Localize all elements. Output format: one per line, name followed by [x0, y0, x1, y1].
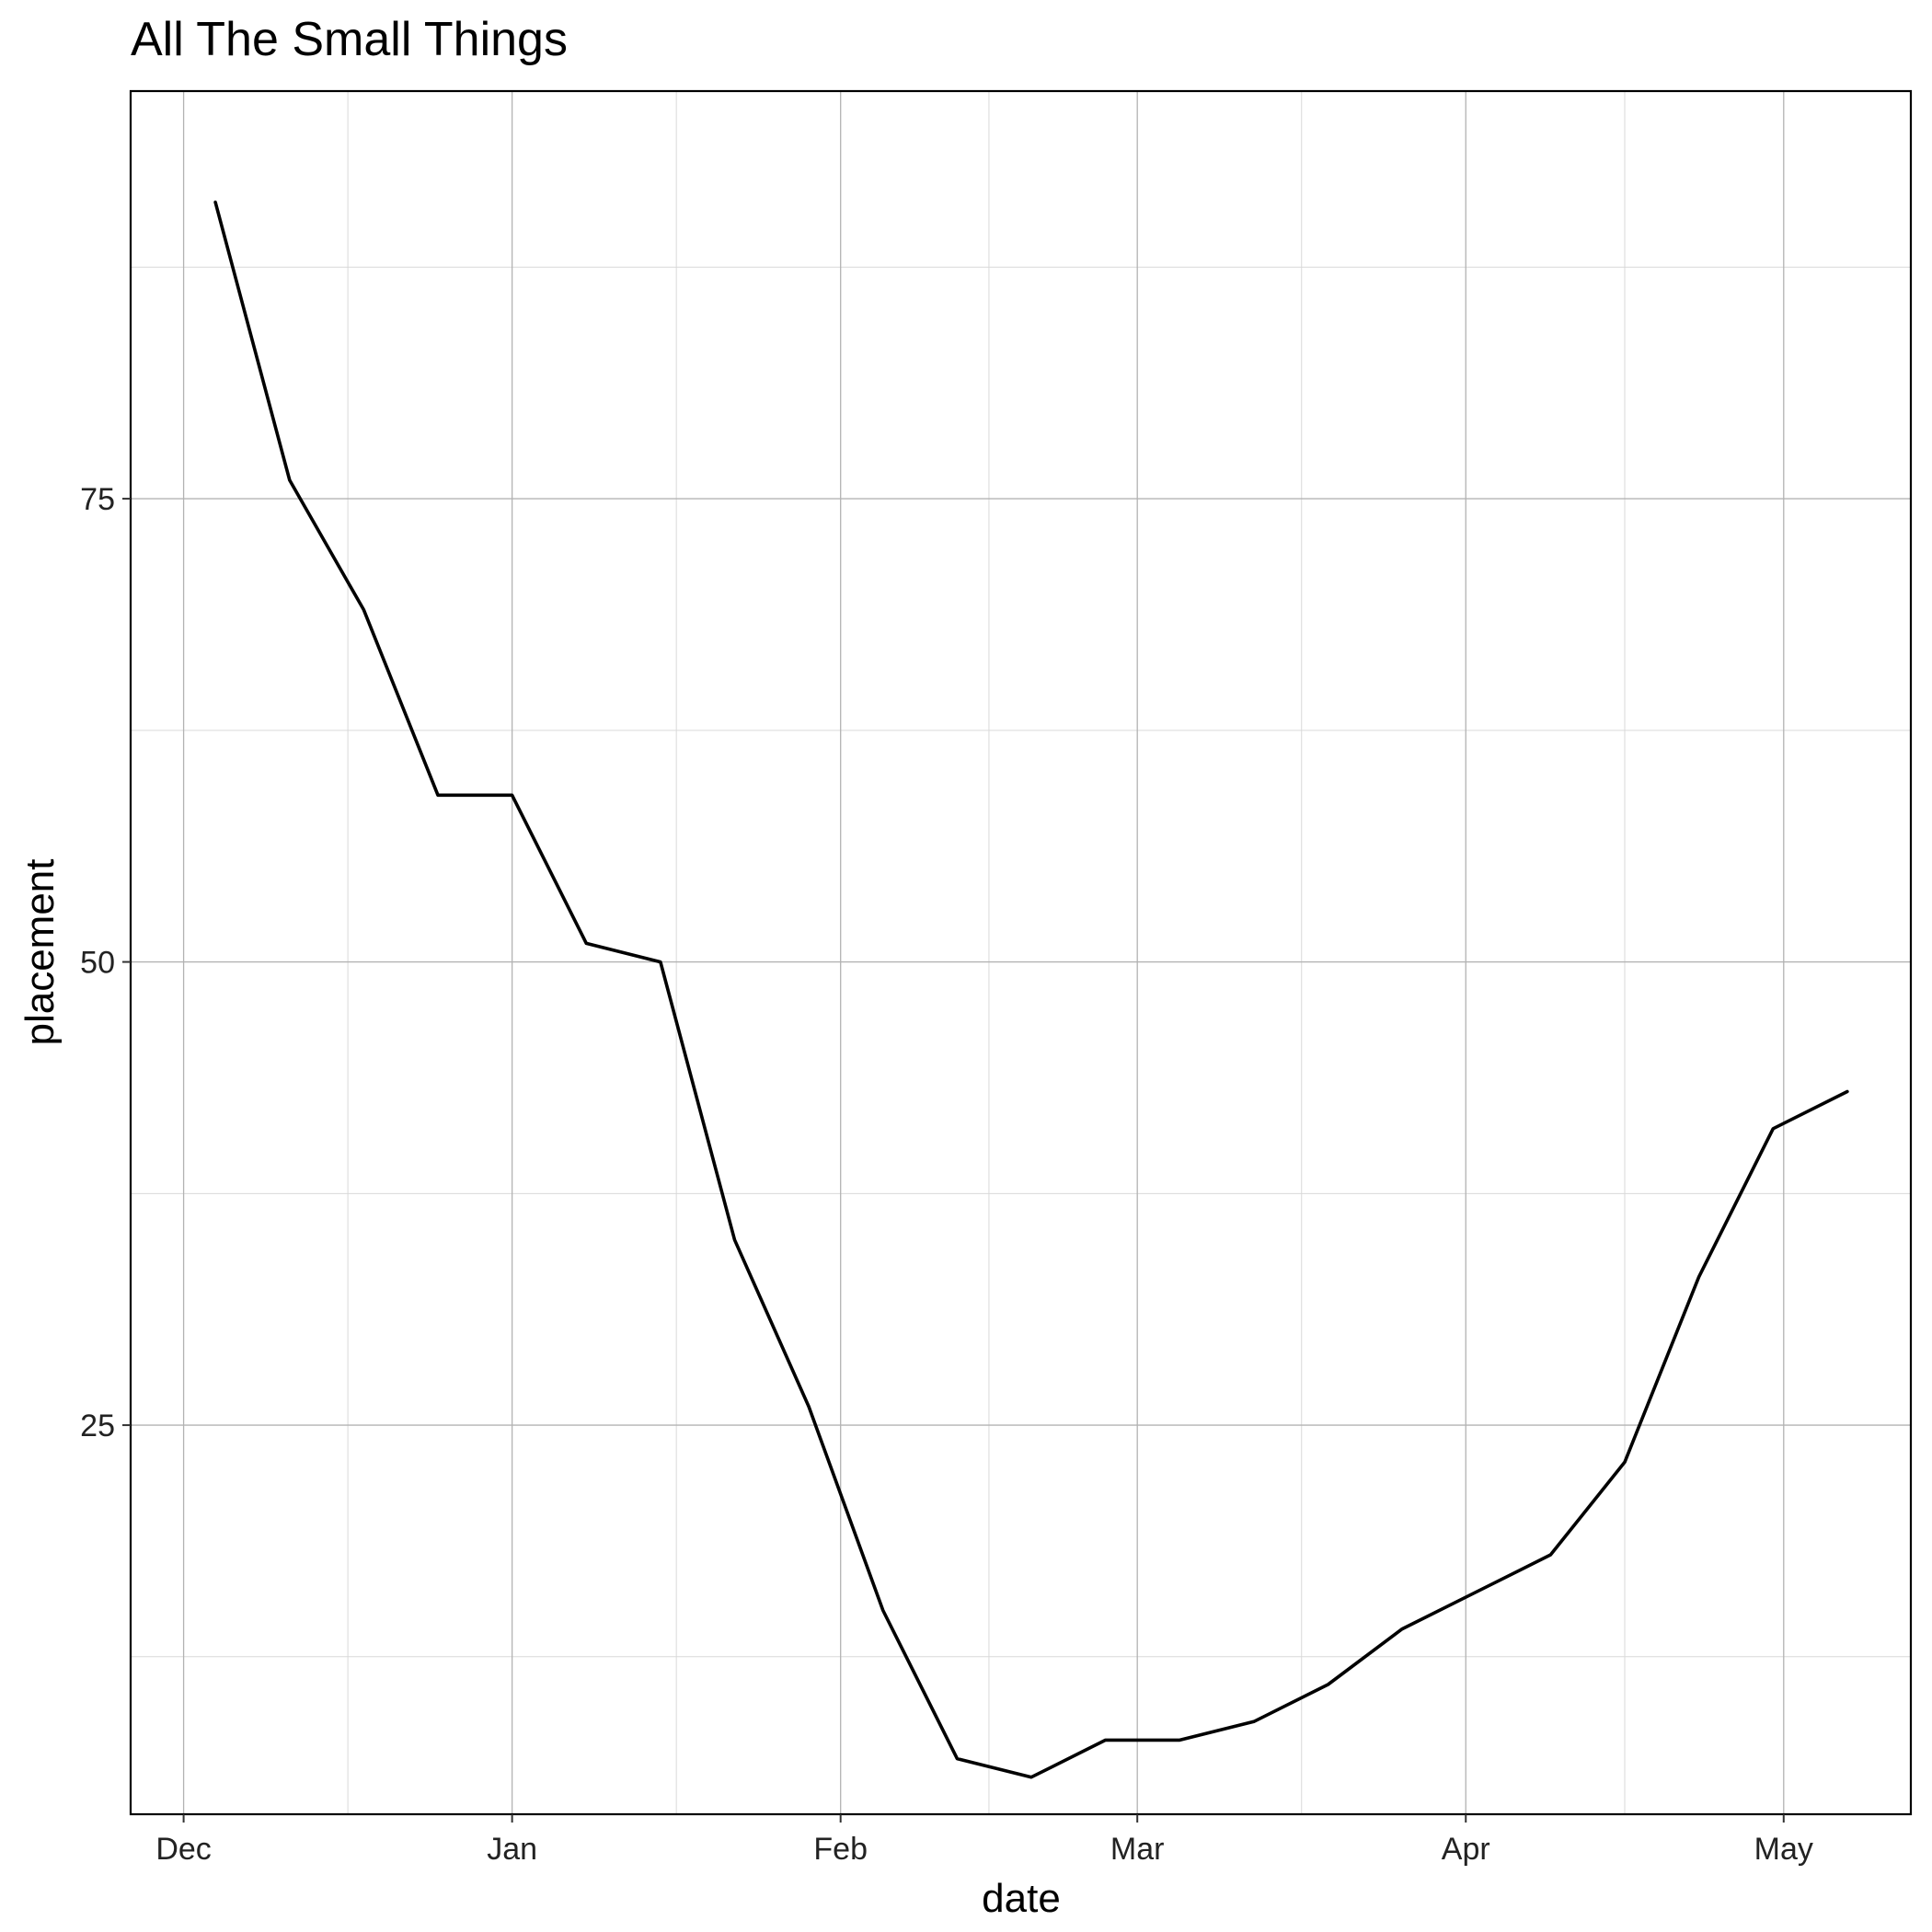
x-tick-label: Apr: [1442, 1832, 1490, 1867]
series-line: [213, 201, 1849, 1779]
x-tick-label: Feb: [813, 1832, 868, 1867]
y-axis-title: placement: [17, 858, 63, 1045]
major-gridlines: [131, 91, 1911, 1814]
chart-title: All The Small Things: [131, 13, 568, 66]
y-axis: 25 50 75: [80, 482, 131, 1443]
series-layer: [213, 201, 1849, 1779]
plot-panel: [129, 89, 1913, 1816]
x-tick-label: Dec: [155, 1832, 211, 1867]
y-tick-label: 25: [80, 1409, 115, 1443]
minor-gridlines: [131, 91, 1911, 1814]
y-tick-label: 75: [80, 482, 115, 517]
x-axis: Dec Jan Feb Mar Apr May: [155, 1814, 1813, 1867]
x-axis-title: date: [982, 1876, 1061, 1921]
x-tick-label: Jan: [487, 1832, 537, 1867]
x-tick-label: May: [1754, 1832, 1813, 1867]
x-tick-label: Mar: [1110, 1832, 1165, 1867]
y-tick-label: 50: [80, 946, 115, 981]
